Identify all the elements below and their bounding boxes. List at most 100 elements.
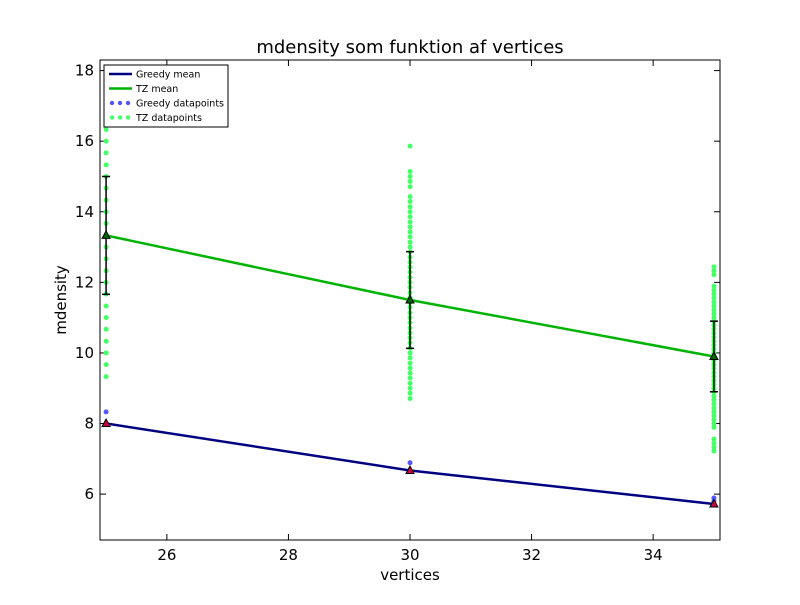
datapoint	[407, 460, 413, 466]
datapoint	[407, 194, 413, 200]
datapoint	[711, 283, 717, 289]
plot-area: 26 28 30 32 34 6 8 10 12 14 16 18	[75, 59, 721, 564]
y-axis-label: mdensity	[52, 265, 70, 335]
legend-greedy-datapoints-label: Greedy datapoints	[136, 99, 224, 110]
datapoint	[103, 315, 109, 321]
datapoint	[711, 444, 717, 450]
datapoint	[407, 169, 413, 175]
y-tick-label: 16	[75, 132, 94, 150]
y-tick-label: 18	[75, 62, 94, 80]
datapoint	[711, 397, 717, 403]
datapoint	[407, 234, 413, 240]
datapoint	[711, 409, 717, 415]
datapoint	[407, 360, 413, 366]
datapoint	[407, 178, 413, 184]
chart-title: mdensity som funktion af vertices	[256, 37, 563, 58]
datapoint	[103, 303, 109, 309]
datapoint	[407, 219, 413, 225]
datapoint	[103, 338, 109, 344]
mean-marker-tz	[709, 350, 719, 360]
legend-greedy-datapoints-swatch	[117, 100, 123, 106]
legend-greedy-datapoints-swatch	[109, 100, 115, 106]
mean-marker-greedy	[405, 464, 415, 474]
datapoint	[407, 143, 413, 149]
datapoint	[711, 421, 717, 427]
legend-tz-datapoints-label: TZ datapoints	[135, 113, 202, 124]
datapoint	[711, 291, 717, 297]
legend-greedy-datapoints-swatch	[125, 100, 131, 106]
x-tick-label: 32	[522, 546, 541, 564]
legend-box	[103, 64, 229, 128]
datapoint	[103, 162, 109, 168]
datapoint	[407, 375, 413, 381]
datapoint	[407, 239, 413, 245]
plot-inner	[101, 103, 719, 508]
datapoint	[711, 413, 717, 419]
datapoint	[407, 390, 413, 396]
datapoint	[711, 295, 717, 301]
legend-tz-datapoints-swatch	[109, 115, 115, 120]
x-tick-label: 26	[157, 546, 176, 564]
datapoint	[407, 214, 413, 220]
datapoint	[103, 138, 109, 144]
datapoint	[711, 264, 717, 270]
datapoint	[711, 393, 717, 399]
datapoint	[407, 229, 413, 235]
y-tick-label: 6	[84, 485, 94, 503]
datapoint	[711, 417, 717, 423]
y-tick-label: 8	[84, 415, 94, 433]
datapoint	[407, 370, 413, 376]
datapoint	[103, 127, 109, 133]
datapoint	[711, 287, 717, 293]
x-axis-label: vertices	[380, 566, 440, 584]
datapoint	[711, 448, 717, 454]
datapoint	[711, 405, 717, 411]
y-tick-label: 14	[75, 203, 94, 221]
legend: Greedy mean TZ mean Greedy datapoints TZ da…	[103, 64, 229, 128]
datapoint	[711, 440, 717, 446]
y-tick-label: 10	[75, 344, 94, 362]
datapoint	[711, 436, 717, 442]
legend-tz-datapoints-swatch	[117, 115, 123, 120]
y-tick-label: 12	[75, 273, 94, 291]
datapoint	[103, 409, 109, 415]
datapoint	[407, 199, 413, 205]
mean-marker-greedy	[101, 417, 111, 428]
datapoint	[407, 385, 413, 391]
datapoint	[407, 380, 413, 386]
datapoint	[407, 350, 413, 356]
mean-marker-greedy	[709, 498, 719, 508]
datapoint	[711, 495, 717, 501]
datapoint	[711, 424, 717, 430]
datapoint	[407, 365, 413, 371]
datapoint	[103, 150, 109, 156]
datapoint	[407, 244, 413, 250]
datapoint	[407, 224, 413, 230]
x-tick-label: 30	[400, 546, 419, 564]
datapoint	[711, 268, 717, 274]
datapoint	[407, 204, 413, 210]
datapoint	[711, 311, 717, 317]
datapoint	[711, 272, 717, 278]
datapoint	[711, 401, 717, 407]
mean-marker-tz	[405, 294, 415, 304]
datapoint	[711, 303, 717, 309]
datapoint	[103, 374, 109, 380]
datapoint	[711, 315, 717, 321]
datapoint	[711, 299, 717, 305]
datapoint	[103, 326, 109, 332]
datapoint	[103, 362, 109, 368]
datapoint	[407, 173, 413, 179]
datapoint	[407, 355, 413, 361]
datapoint	[407, 184, 413, 190]
x-tick-label: 28	[279, 546, 298, 564]
x-tick-label: 34	[644, 546, 663, 564]
legend-tz-datapoints-swatch	[125, 115, 131, 120]
legend-greedy-mean-label: Greedy mean	[136, 70, 200, 81]
datapoint	[103, 350, 109, 356]
mean-marker-tz	[101, 229, 111, 239]
datapoint	[407, 209, 413, 215]
datapoint	[407, 395, 413, 401]
